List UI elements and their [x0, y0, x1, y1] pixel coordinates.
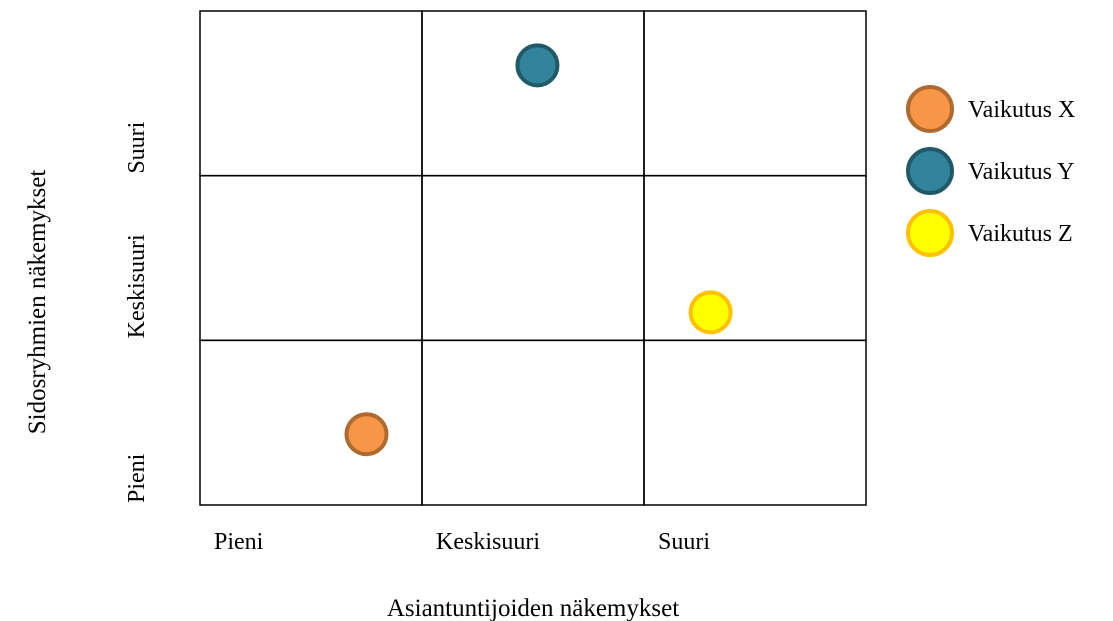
data-point	[344, 412, 389, 457]
legend-marker	[906, 209, 954, 257]
x-axis-title: Asiantuntijoiden näkemykset	[387, 595, 679, 621]
matrix-grid	[199, 10, 867, 506]
grid-cell	[421, 10, 645, 177]
x-tick-label: Pieni	[214, 529, 264, 555]
legend: Vaikutus X Vaikutus Y Vaikutus Z	[906, 85, 1075, 257]
x-tick-label: Keskisuuri	[436, 529, 540, 555]
legend-label: Vaikutus Y	[968, 159, 1074, 185]
x-tick-label: Suuri	[658, 529, 710, 555]
grid-cell	[199, 339, 423, 506]
y-axis-title: Sidosryhmien näkemykset	[24, 170, 51, 435]
grid-cell	[643, 10, 867, 177]
grid-cell	[199, 10, 423, 177]
grid-cell	[421, 174, 645, 342]
grid-cell	[421, 339, 645, 506]
data-point	[688, 290, 733, 335]
grid-cell	[643, 174, 867, 342]
tick-labels: Pieni Keskisuuri Suuri Pieni Keskisuuri Suuri	[124, 121, 710, 555]
y-tick-label: Suuri	[124, 121, 150, 173]
legend-label: Vaikutus Z	[968, 221, 1073, 247]
legend-label: Vaikutus X	[968, 97, 1075, 123]
data-point	[515, 43, 560, 88]
legend-marker	[906, 85, 954, 133]
legend-marker	[906, 147, 954, 195]
grid-cell	[199, 174, 423, 342]
data-points	[344, 43, 733, 457]
grid-cell	[643, 339, 867, 506]
y-tick-label: Pieni	[124, 453, 150, 503]
y-tick-label: Keskisuuri	[124, 234, 150, 338]
